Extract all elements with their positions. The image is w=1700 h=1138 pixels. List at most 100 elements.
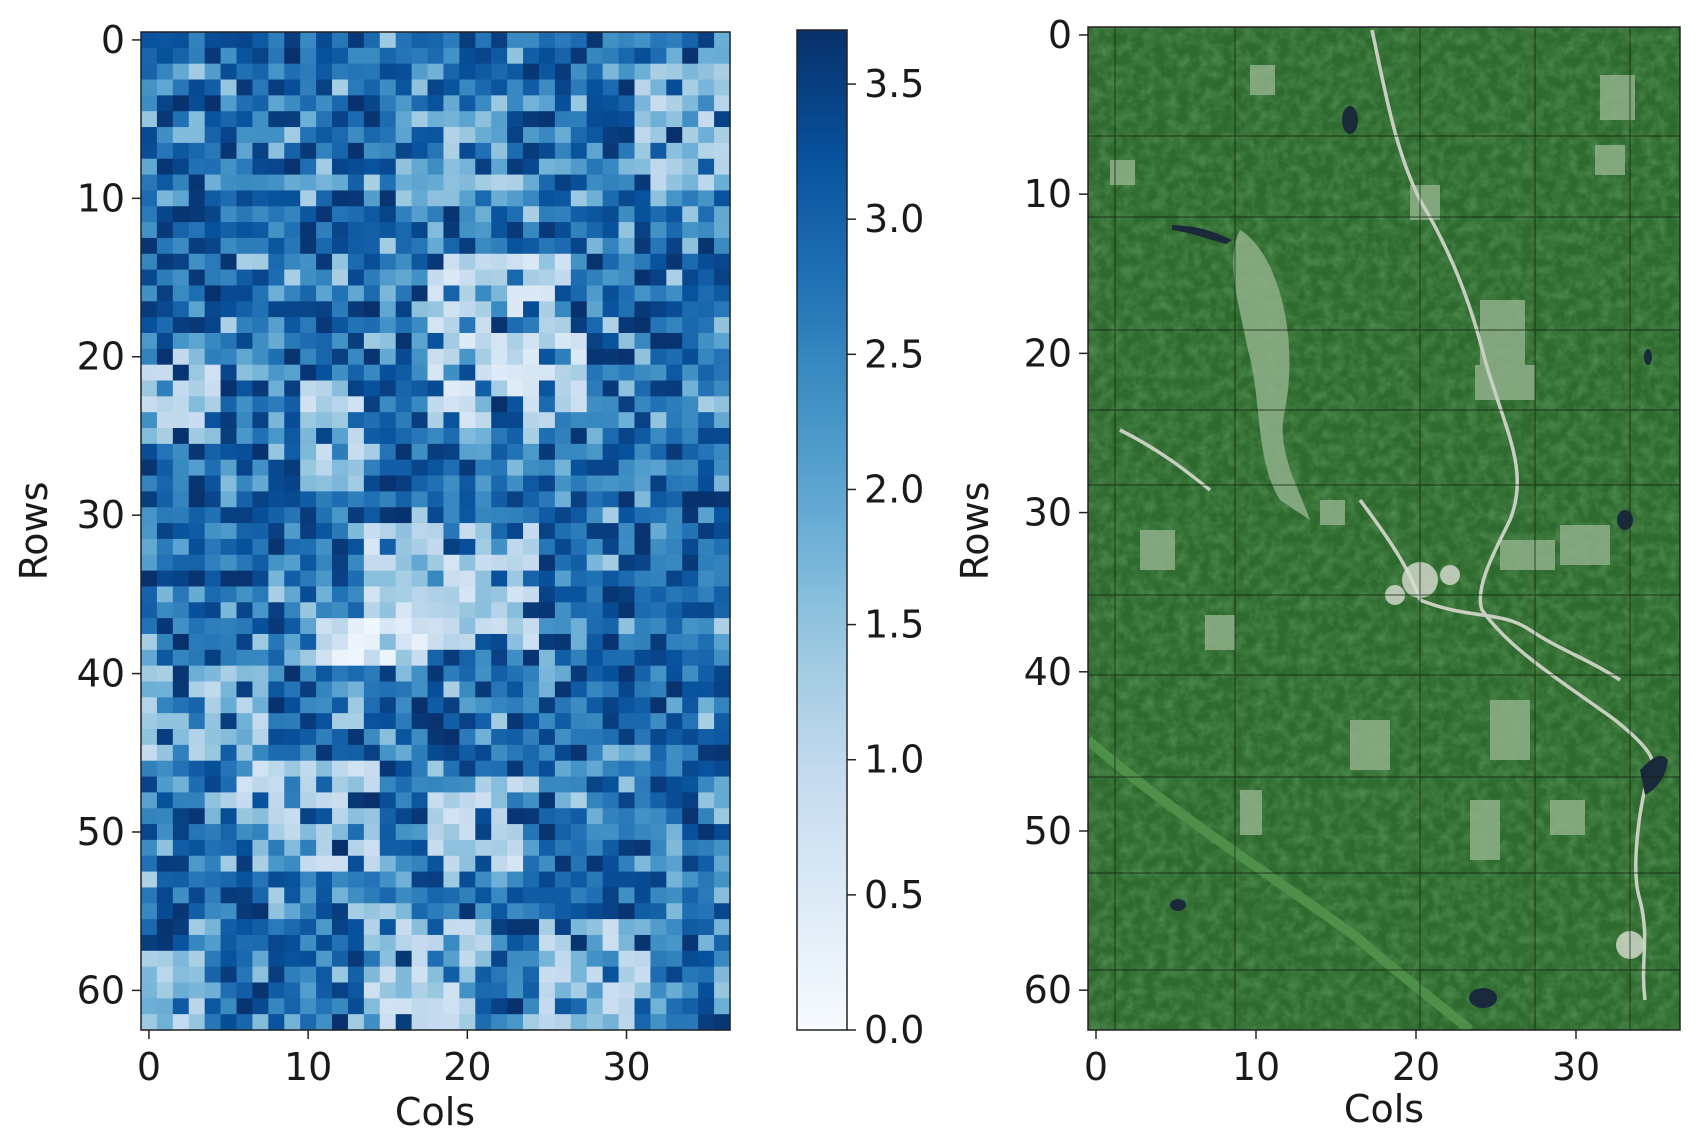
heatmap-cell xyxy=(586,491,604,508)
heatmap-cell xyxy=(570,649,588,667)
heatmap-cell xyxy=(156,697,174,714)
heatmap-cell xyxy=(236,586,254,603)
heatmap-cell xyxy=(634,142,652,160)
heatmap-cell xyxy=(443,729,460,746)
heatmap-cell xyxy=(538,665,556,683)
heatmap-cell xyxy=(586,839,604,857)
x-tick-label: 10 xyxy=(284,1045,332,1089)
heatmap-cell xyxy=(411,317,429,334)
heatmap-cell xyxy=(475,174,492,192)
heatmap-cell xyxy=(395,412,413,429)
heatmap-cell xyxy=(634,982,652,999)
heatmap-cell xyxy=(634,380,652,397)
heatmap-cell xyxy=(443,760,460,778)
heatmap-cell xyxy=(682,237,699,255)
heatmap-cell xyxy=(268,839,285,857)
heatmap-cell xyxy=(236,887,254,904)
heatmap-cell xyxy=(316,269,333,287)
heatmap-cell xyxy=(379,285,397,302)
heatmap-cell xyxy=(554,776,572,793)
heatmap-cell xyxy=(268,111,285,128)
heatmap-cell xyxy=(666,111,683,128)
heatmap-cell xyxy=(284,396,301,413)
heatmap-cell xyxy=(379,839,397,857)
heatmap-cell xyxy=(363,887,381,904)
heatmap-cell xyxy=(507,871,524,889)
clearings xyxy=(1110,65,1635,860)
heatmap-cell xyxy=(682,618,699,635)
heatmap-cell xyxy=(395,523,413,540)
heatmap-cell xyxy=(236,729,254,746)
heatmap-cell xyxy=(666,269,683,287)
heatmap-cell xyxy=(204,396,222,413)
heatmap-cell xyxy=(698,839,715,857)
heatmap-cell xyxy=(300,253,317,271)
heatmap-cell xyxy=(427,839,445,857)
heatmap-x-axis-label: Cols xyxy=(395,1090,475,1134)
heatmap-cell xyxy=(523,142,540,160)
heatmap-cell xyxy=(618,713,636,730)
heatmap-cell xyxy=(618,538,636,556)
heatmap-cell xyxy=(252,47,269,65)
heatmap-cell xyxy=(427,523,445,540)
heatmap-cell xyxy=(316,523,333,540)
heatmap-cell xyxy=(363,839,381,857)
heatmap-cell xyxy=(300,95,317,112)
heatmap-cell xyxy=(475,602,492,619)
heatmap-cell xyxy=(475,871,492,889)
heatmap-cell xyxy=(268,47,285,65)
heatmap-cell xyxy=(411,190,429,207)
heatmap-cell xyxy=(554,174,572,192)
heatmap-cell xyxy=(204,332,222,350)
heatmap-cell xyxy=(682,206,699,223)
heatmap-cell xyxy=(332,237,349,255)
heatmap-cell xyxy=(188,919,206,936)
heatmap-cell xyxy=(586,570,604,588)
heatmap-cell xyxy=(300,839,317,857)
heatmap-cell xyxy=(316,855,333,873)
heatmap-cell xyxy=(156,443,174,461)
heatmap-cell xyxy=(475,839,492,857)
colorbar-tick-label: 0.0 xyxy=(864,1008,924,1052)
heatmap-cell xyxy=(411,348,429,366)
heatmap-cell xyxy=(379,475,397,492)
heatmap-cell xyxy=(395,142,413,160)
heatmap-cell xyxy=(491,507,508,524)
heatmap-cell xyxy=(395,158,413,176)
heatmap-cell xyxy=(188,222,206,239)
heatmap-cell xyxy=(268,554,285,572)
heatmap-cell xyxy=(379,332,397,350)
heatmap-cell xyxy=(204,443,222,461)
heatmap-cell xyxy=(650,237,667,255)
heatmap-cell xyxy=(172,602,190,619)
heatmap-cell xyxy=(618,982,636,999)
heatmap-cell xyxy=(698,633,715,651)
heatmap-cell xyxy=(666,729,683,746)
heatmap-cell xyxy=(507,507,524,524)
heatmap-cell xyxy=(427,222,445,239)
heatmap-cell xyxy=(427,824,445,841)
heatmap-cell xyxy=(395,127,413,144)
heatmap-cell xyxy=(220,475,238,492)
heatmap-cell xyxy=(236,364,254,382)
heatmap-cell xyxy=(268,491,285,508)
heatmap-cell xyxy=(538,855,556,873)
heatmap-cell xyxy=(475,523,492,540)
heatmap-cell xyxy=(427,649,445,667)
heatmap-cell xyxy=(427,792,445,809)
heatmap-cell xyxy=(236,79,254,96)
heatmap-cell xyxy=(554,95,572,112)
heatmap-cell xyxy=(714,586,731,603)
heatmap-cell xyxy=(491,649,508,667)
heatmap-cell xyxy=(411,412,429,429)
heatmap-cell xyxy=(602,111,620,128)
heatmap-cell xyxy=(332,523,349,540)
heatmap-cell xyxy=(332,127,349,144)
heatmap-cell xyxy=(188,570,206,588)
heatmap-cell xyxy=(523,586,540,603)
heatmap-cell xyxy=(252,222,269,239)
heatmap-cell xyxy=(459,681,476,698)
heatmap-cell xyxy=(427,491,445,508)
heatmap-cell xyxy=(491,665,508,683)
heatmap-cell xyxy=(682,792,699,809)
